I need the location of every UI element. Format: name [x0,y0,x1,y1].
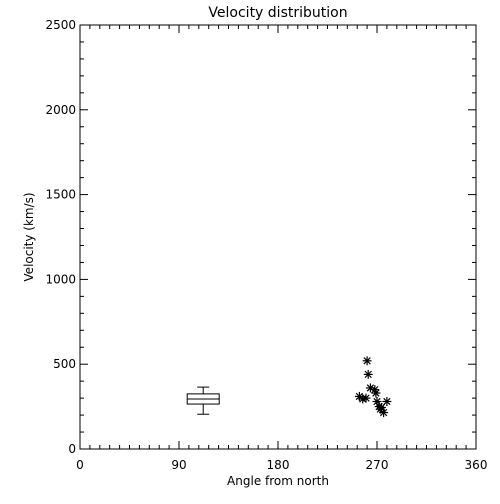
y-tick-label: 1000 [45,272,76,286]
x-tick-label: 270 [366,458,389,472]
data-point [363,369,373,379]
y-tick-label: 0 [68,442,76,456]
y-axis-label: Velocity (km/s) [22,192,36,281]
data-point [371,388,381,398]
x-axis-label: Angle from north [227,474,329,488]
y-axis-ticks: 0 500 1000 1500 2000 2500 [45,18,476,456]
scatter-points [354,356,392,418]
y-tick-label: 1500 [45,188,76,202]
x-axis-ticks: 0 90 180 270 360 [76,25,487,472]
x-tick-label: 180 [267,458,290,472]
chart-title: Velocity distribution [208,5,347,21]
x-tick-label: 90 [171,458,186,472]
y-tick-label: 2500 [45,18,76,32]
boxplot [186,386,220,415]
y-tick-label: 500 [53,357,76,371]
y-tick-label: 2000 [45,103,76,117]
data-point [361,393,371,403]
data-point [382,397,392,407]
data-point [379,408,389,418]
x-tick-label: 360 [465,458,488,472]
x-tick-label: 0 [76,458,84,472]
data-point [362,356,372,366]
